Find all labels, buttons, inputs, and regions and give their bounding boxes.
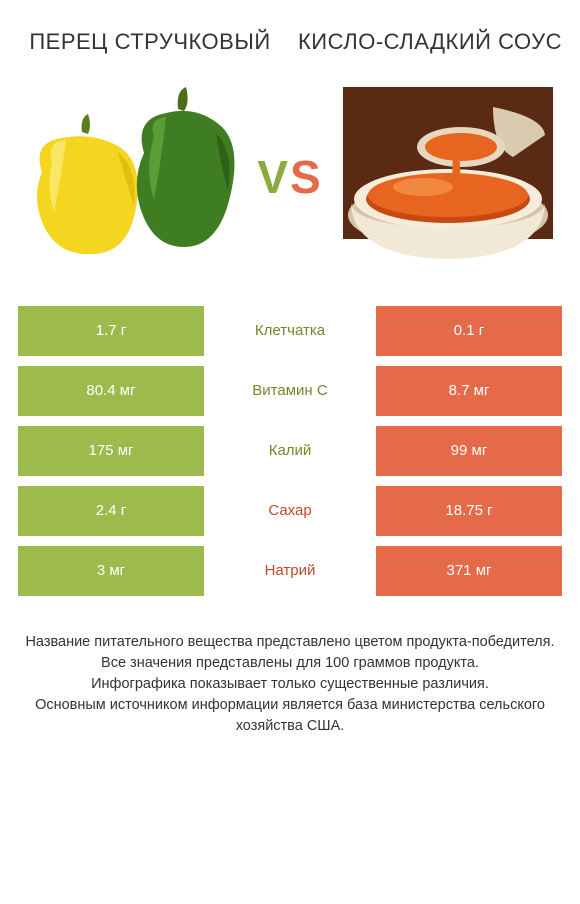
right-image <box>338 82 558 272</box>
footer-line: Основным источником информации является … <box>22 695 558 737</box>
left-title-col: ПЕРЕЦ СТРУЧКОВЫЙ <box>10 28 290 56</box>
left-value: 1.7 г <box>18 306 204 356</box>
vs-row: VS <box>0 68 580 306</box>
green-pepper-icon <box>122 87 242 257</box>
vs-label: VS <box>257 154 322 200</box>
nutrient-label: Клетчатка <box>204 306 376 356</box>
right-value: 18.75 г <box>376 486 562 536</box>
table-row: 3 мгНатрий371 мг <box>18 546 562 596</box>
sauce-bowl-icon <box>343 87 553 267</box>
left-value: 3 мг <box>18 546 204 596</box>
nutrient-label: Витамин C <box>204 366 376 416</box>
nutrient-label: Сахар <box>204 486 376 536</box>
left-title: ПЕРЕЦ СТРУЧКОВЫЙ <box>10 28 290 56</box>
vs-v: V <box>257 151 290 203</box>
left-value: 80.4 мг <box>18 366 204 416</box>
table-row: 1.7 гКлетчатка0.1 г <box>18 306 562 356</box>
table-row: 80.4 мгВитамин C8.7 мг <box>18 366 562 416</box>
right-value: 371 мг <box>376 546 562 596</box>
right-value: 8.7 мг <box>376 366 562 416</box>
footer-notes: Название питательного вещества представл… <box>0 606 580 737</box>
nutrient-label: Калий <box>204 426 376 476</box>
table-row: 2.4 гСахар18.75 г <box>18 486 562 536</box>
footer-line: Название питательного вещества представл… <box>22 632 558 653</box>
left-image <box>22 82 242 272</box>
right-title-col: КИСЛО-СЛАДКИЙ СОУС <box>290 28 570 56</box>
footer-line: Инфографика показывает только существенн… <box>22 674 558 695</box>
right-value: 0.1 г <box>376 306 562 356</box>
left-value: 175 мг <box>18 426 204 476</box>
footer-line: Все значения представлены для 100 граммо… <box>22 653 558 674</box>
right-title: КИСЛО-СЛАДКИЙ СОУС <box>290 28 570 56</box>
left-value: 2.4 г <box>18 486 204 536</box>
nutrient-label: Натрий <box>204 546 376 596</box>
comparison-table: 1.7 гКлетчатка0.1 г 80.4 мгВитамин C8.7 м… <box>0 306 580 606</box>
vs-s: S <box>290 151 323 203</box>
right-value: 99 мг <box>376 426 562 476</box>
table-row: 175 мгКалий99 мг <box>18 426 562 476</box>
headers: ПЕРЕЦ СТРУЧКОВЫЙ КИСЛО-СЛАДКИЙ СОУС <box>0 0 580 68</box>
